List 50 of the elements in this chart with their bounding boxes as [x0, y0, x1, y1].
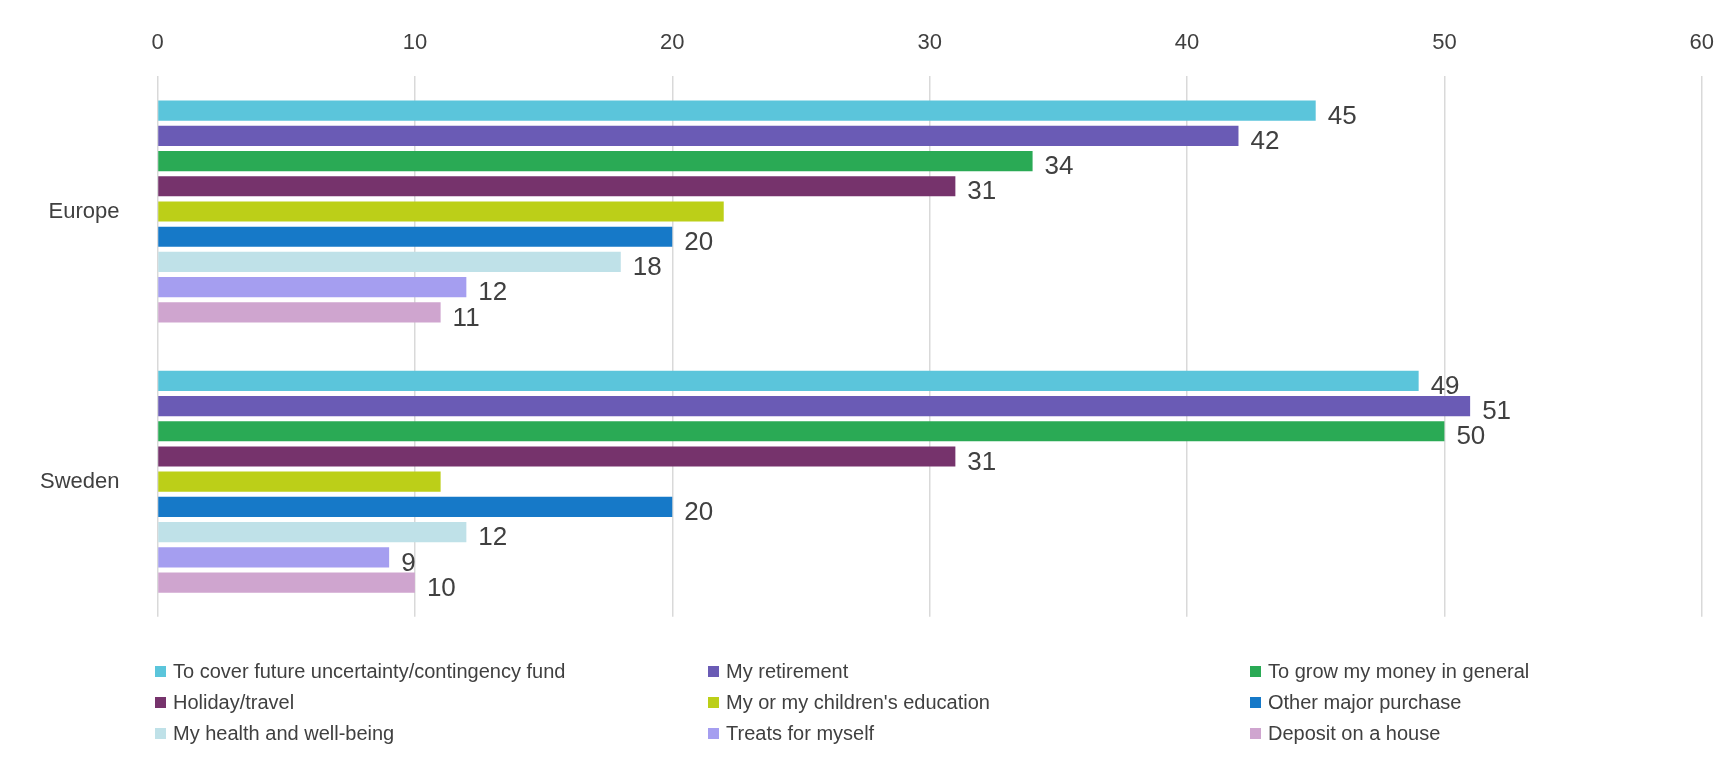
- bar: [158, 572, 415, 593]
- data-label: 45: [1327, 99, 1357, 130]
- data-label: 20: [684, 225, 714, 256]
- bar: [158, 251, 621, 273]
- x-tick-label: 40: [1174, 29, 1200, 55]
- x-tick-label: 10: [402, 29, 428, 55]
- bar: [158, 395, 1471, 417]
- bar: [158, 370, 1419, 391]
- data-label: 11: [452, 301, 480, 332]
- data-label: 42: [1250, 125, 1280, 156]
- legend-label: My retirement: [726, 660, 849, 683]
- bar: [158, 176, 956, 197]
- bar: [158, 471, 441, 492]
- bar: [158, 150, 1033, 172]
- bar: [158, 522, 467, 543]
- legend-label: My or my children's education: [726, 691, 990, 714]
- bar: [158, 100, 1316, 121]
- x-tick-label: 20: [660, 29, 685, 55]
- bar: [158, 547, 390, 568]
- x-tick-label: 50: [1432, 29, 1457, 55]
- bar: [158, 446, 956, 467]
- data-label: 49: [1430, 370, 1460, 400]
- data-label: 20: [684, 496, 714, 527]
- bar: [158, 226, 673, 247]
- legend-label: Treats for myself: [726, 722, 875, 745]
- x-tick-label: 30: [917, 29, 942, 55]
- y-tick-label: Europe: [48, 197, 120, 223]
- data-label: 34: [1044, 150, 1074, 181]
- x-tick-label: 60: [1689, 29, 1715, 55]
- bar: [158, 201, 724, 222]
- data-label: 12: [478, 276, 508, 307]
- bar: [158, 302, 441, 323]
- bar: [158, 125, 1239, 146]
- x-tick-label: 0: [151, 29, 164, 55]
- bar: [158, 277, 467, 298]
- data-label: 9: [401, 546, 416, 577]
- y-tick-label: Sweden: [39, 467, 120, 493]
- data-label: 10: [426, 571, 456, 602]
- legend-label: To grow my money in general: [1268, 660, 1530, 683]
- data-label: 31: [967, 445, 997, 476]
- data-label: 12: [478, 521, 508, 552]
- legend-label: To cover future uncertainty/contingency fund: [173, 660, 566, 683]
- bar: [158, 496, 673, 518]
- legend-label: Other major purchase: [1268, 691, 1462, 714]
- data-label: 18: [632, 251, 662, 282]
- bar: [158, 421, 1445, 442]
- legend-label: Deposit on a house: [1268, 722, 1441, 745]
- data-label: 31: [967, 175, 997, 206]
- legend-label: My health and well-being: [173, 722, 395, 745]
- legend-label: Holiday/travel: [173, 691, 295, 714]
